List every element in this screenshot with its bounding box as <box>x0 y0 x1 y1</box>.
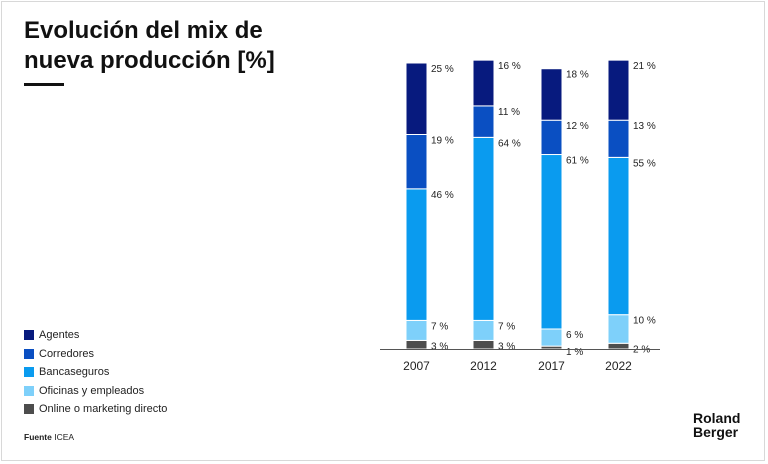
legend-label: Bancaseguros <box>39 366 110 379</box>
bar-segment <box>607 59 630 121</box>
legend-item: Agentes <box>24 326 167 345</box>
bar-segment <box>472 319 495 341</box>
bar-segment <box>607 314 630 344</box>
legend-label: Agentes <box>39 329 80 342</box>
bar-segment <box>472 339 495 350</box>
source-text: ICEA <box>54 432 75 442</box>
chart-title-line-1: Evolución del mix de <box>24 17 263 44</box>
x-tick-label: 2007 <box>403 359 430 373</box>
legend-item: Bancaseguros <box>24 363 167 382</box>
data-label: 7 % <box>498 321 515 332</box>
legend-label: Online o marketing directo <box>39 403 168 416</box>
x-tick-label: 2022 <box>605 359 632 373</box>
legend-item: Oficinas y empleados <box>24 382 167 401</box>
x-tick-label: 2012 <box>470 359 497 373</box>
legend-swatch <box>24 367 34 378</box>
bar-segment <box>405 188 428 321</box>
data-label: 1 % <box>566 347 583 358</box>
data-label: 10 % <box>633 316 656 327</box>
data-label: 55 % <box>633 158 656 169</box>
bar-segment <box>540 119 563 156</box>
bar-segment <box>405 319 428 341</box>
data-label: 6 % <box>566 330 583 341</box>
data-label: 11 % <box>498 107 520 118</box>
data-label: 61 % <box>566 156 589 167</box>
bar-segment <box>607 119 630 158</box>
legend-label: Oficinas y empleados <box>39 384 145 397</box>
source-note: Fuente ICEA <box>24 432 74 442</box>
data-label: 16 % <box>498 61 521 72</box>
data-label: 12 % <box>566 121 589 132</box>
bar-segment <box>540 154 563 330</box>
chart-title: Evolución del mix de nueva producción [%… <box>24 16 324 76</box>
bar-segment <box>607 342 630 350</box>
legend-swatch <box>24 330 34 341</box>
bar-segment <box>405 134 428 190</box>
legend-swatch <box>24 348 34 359</box>
title-underline <box>24 83 64 86</box>
data-label: 7 % <box>431 321 448 332</box>
legend-swatch <box>24 404 34 415</box>
data-label: 64 % <box>498 138 521 149</box>
logo-line-2: Berger <box>693 424 739 440</box>
data-label: 3 % <box>431 341 448 352</box>
legend-swatch <box>24 385 34 396</box>
logo-line-1: Roland <box>693 410 741 426</box>
bar-segment <box>405 62 428 135</box>
chart-title-line-2: nueva producción [%] <box>24 47 275 74</box>
legend: Agentes Corredores Bancaseguros Oficinas y … <box>24 326 167 419</box>
bar-segment <box>472 136 495 321</box>
legend-item: Corredores <box>24 345 167 364</box>
data-label: 19 % <box>431 136 454 147</box>
bar-segment <box>405 339 428 350</box>
data-label: 46 % <box>431 190 454 201</box>
data-label: 13 % <box>633 121 656 132</box>
data-label: 25 % <box>431 64 454 75</box>
bar-segment <box>540 68 563 121</box>
bar-segment <box>607 156 630 316</box>
data-label: 21 % <box>633 61 656 72</box>
source-prefix: Fuente <box>24 432 52 442</box>
x-tick-label: 2017 <box>538 359 565 373</box>
legend-label: Corredores <box>39 347 95 360</box>
data-label: 3 % <box>498 341 515 352</box>
bar-segment <box>472 105 495 138</box>
bar-segment <box>472 59 495 107</box>
data-label: 18 % <box>566 70 589 81</box>
bar-segment <box>540 328 563 347</box>
legend-item: Online o marketing directo <box>24 400 167 419</box>
roland-berger-logo: Roland Berger <box>693 411 740 439</box>
